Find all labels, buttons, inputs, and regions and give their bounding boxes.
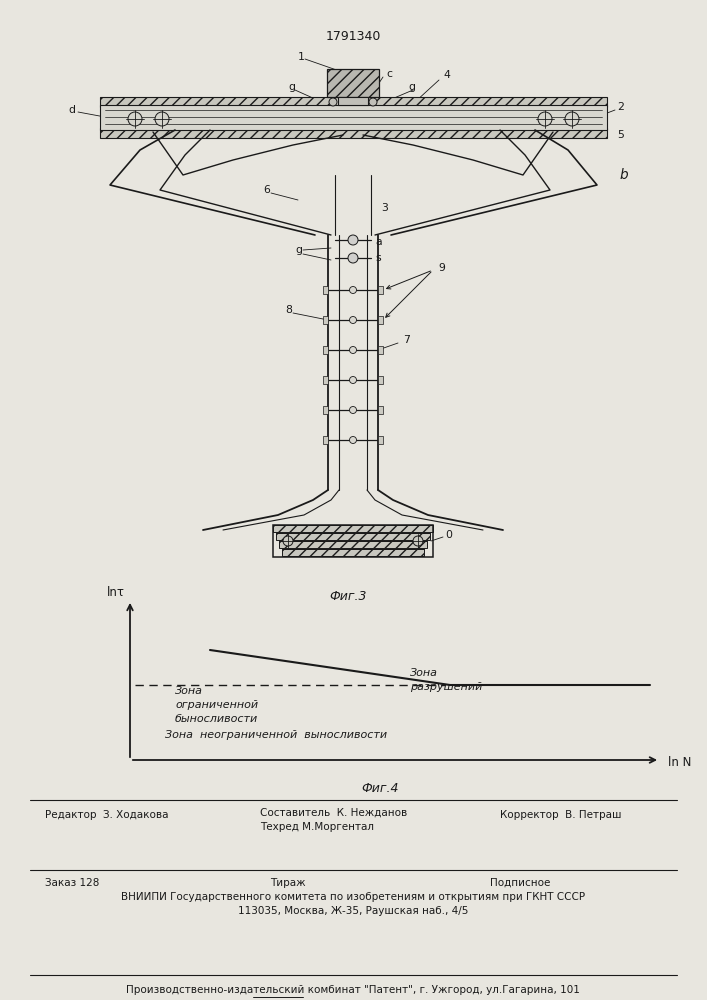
Text: 1: 1 — [298, 52, 305, 62]
Bar — [378, 436, 383, 444]
Text: g: g — [295, 245, 302, 255]
Circle shape — [369, 98, 377, 106]
Bar — [323, 286, 328, 294]
Text: ВНИИПИ Государственного комитета по изобретениям и открытиям при ГКНТ СССР: ВНИИПИ Государственного комитета по изоб… — [121, 892, 585, 902]
Bar — [323, 376, 328, 384]
Text: Фиг.3: Фиг.3 — [329, 590, 367, 603]
Text: 0: 0 — [445, 530, 452, 540]
Circle shape — [349, 406, 356, 414]
Text: d: d — [68, 105, 75, 115]
Bar — [323, 406, 328, 414]
Bar — [378, 406, 383, 414]
Text: ln N: ln N — [668, 756, 691, 770]
Text: a: a — [375, 237, 382, 247]
Bar — [378, 346, 383, 354]
Text: Зона
ограниченной
быносливости: Зона ограниченной быносливости — [175, 686, 258, 724]
Text: 2: 2 — [617, 102, 624, 112]
Bar — [100, 97, 607, 107]
Circle shape — [329, 98, 337, 106]
Circle shape — [349, 436, 356, 444]
Bar — [282, 549, 424, 556]
Bar — [327, 69, 379, 97]
Circle shape — [348, 253, 358, 263]
Text: 7: 7 — [403, 335, 410, 345]
Text: Зона  неограниченной  выносливости: Зона неограниченной выносливости — [165, 730, 387, 740]
Text: 4: 4 — [443, 70, 450, 80]
Text: g: g — [288, 82, 295, 92]
Circle shape — [283, 536, 293, 546]
Text: 5: 5 — [617, 130, 624, 140]
Circle shape — [349, 376, 356, 383]
Bar — [273, 525, 433, 532]
Bar — [276, 533, 430, 540]
Text: 6: 6 — [263, 185, 270, 195]
Bar — [378, 286, 383, 294]
Circle shape — [349, 286, 356, 294]
Text: Составитель  К. Нежданов: Составитель К. Нежданов — [260, 808, 407, 818]
Text: g: g — [408, 82, 415, 92]
Circle shape — [538, 112, 552, 126]
Circle shape — [349, 347, 356, 354]
Text: Техред М.Моргентал: Техред М.Моргентал — [260, 822, 374, 832]
Bar — [100, 105, 607, 130]
Text: lnτ: lnτ — [107, 585, 125, 598]
Circle shape — [349, 316, 356, 324]
Bar — [279, 541, 427, 548]
Bar — [273, 525, 433, 557]
Bar — [100, 128, 607, 138]
Text: Зона
разрушений: Зона разрушений — [410, 668, 482, 692]
Text: b: b — [619, 168, 628, 182]
Circle shape — [413, 536, 423, 546]
Bar — [323, 346, 328, 354]
Text: Заказ 128: Заказ 128 — [45, 878, 100, 888]
Text: 113035, Москва, Ж-35, Раушская наб., 4/5: 113035, Москва, Ж-35, Раушская наб., 4/5 — [238, 906, 468, 916]
Text: c: c — [386, 69, 392, 79]
Circle shape — [128, 112, 142, 126]
Text: s: s — [375, 253, 380, 263]
Circle shape — [348, 235, 358, 245]
Text: Корректор  В. Петраш: Корректор В. Петраш — [500, 810, 621, 820]
Circle shape — [565, 112, 579, 126]
Text: 3: 3 — [381, 203, 388, 213]
Text: Фиг.4: Фиг.4 — [361, 782, 399, 795]
Text: 8: 8 — [285, 305, 292, 315]
Text: Подписное: Подписное — [490, 878, 550, 888]
Bar — [323, 436, 328, 444]
Text: 9: 9 — [438, 263, 445, 273]
Bar — [378, 316, 383, 324]
Circle shape — [155, 112, 169, 126]
Text: 1791340: 1791340 — [325, 30, 380, 43]
Text: Тираж: Тираж — [270, 878, 305, 888]
Bar — [378, 376, 383, 384]
Text: Производственно-издательский комбинат "Патент", г. Ужгород, ул.Гагарина, 101: Производственно-издательский комбинат "П… — [126, 985, 580, 995]
Bar — [323, 316, 328, 324]
Text: Редактор  З. Ходакова: Редактор З. Ходакова — [45, 810, 168, 820]
Bar — [338, 97, 368, 105]
